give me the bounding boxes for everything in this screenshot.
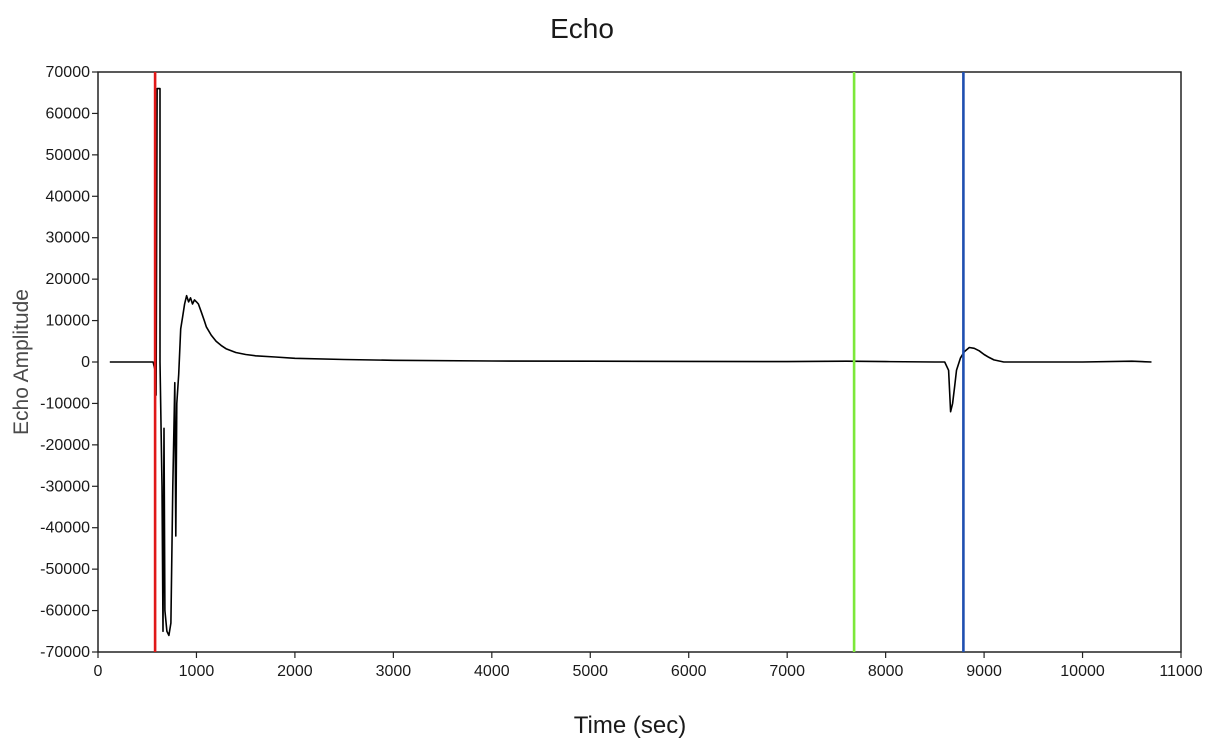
y-tick-label: -50000 xyxy=(40,561,90,578)
y-tick-label: -20000 xyxy=(40,437,90,454)
x-tick-label: 7000 xyxy=(769,663,805,680)
x-tick-label: 9000 xyxy=(966,663,1002,680)
x-axis: 0 1000 2000 3000 4000 5000 6000 7000 8000 9000 100… xyxy=(94,652,1203,680)
x-tick-label: 5000 xyxy=(572,663,608,680)
y-tick-label: -40000 xyxy=(40,520,90,537)
y-tick-label: -30000 xyxy=(40,478,90,495)
series-layer xyxy=(109,72,1152,652)
x-tick-label: 8000 xyxy=(868,663,904,680)
x-tick-label: 1000 xyxy=(179,663,215,680)
echo-signal-line xyxy=(109,87,1152,637)
y-axis: 70000 60000 50000 40000 30000 20000 10000 0 -100… xyxy=(40,64,98,661)
y-tick-label: 20000 xyxy=(46,271,91,288)
chart-title: Echo xyxy=(550,13,614,44)
y-tick-label: -60000 xyxy=(40,603,90,620)
x-tick-label: 3000 xyxy=(376,663,412,680)
x-tick-label: 0 xyxy=(94,663,103,680)
y-tick-label: -70000 xyxy=(40,644,90,661)
x-tick-label: 11000 xyxy=(1159,663,1202,680)
y-tick-label: 50000 xyxy=(46,147,91,164)
y-tick-label: 60000 xyxy=(46,105,91,122)
x-tick-label: 10000 xyxy=(1060,663,1105,680)
y-tick-label: 30000 xyxy=(46,230,91,247)
y-axis-label: Echo Amplitude xyxy=(10,289,33,435)
x-tick-label: 4000 xyxy=(474,663,510,680)
x-tick-label: 6000 xyxy=(671,663,707,680)
y-tick-label: 0 xyxy=(81,354,90,371)
y-tick-label: -10000 xyxy=(40,395,90,412)
x-axis-label: Time (sec) xyxy=(574,712,686,739)
y-tick-label: 40000 xyxy=(46,188,91,205)
y-tick-label: 10000 xyxy=(46,313,91,330)
y-tick-label: 70000 xyxy=(46,64,91,81)
x-tick-label: 2000 xyxy=(277,663,313,680)
